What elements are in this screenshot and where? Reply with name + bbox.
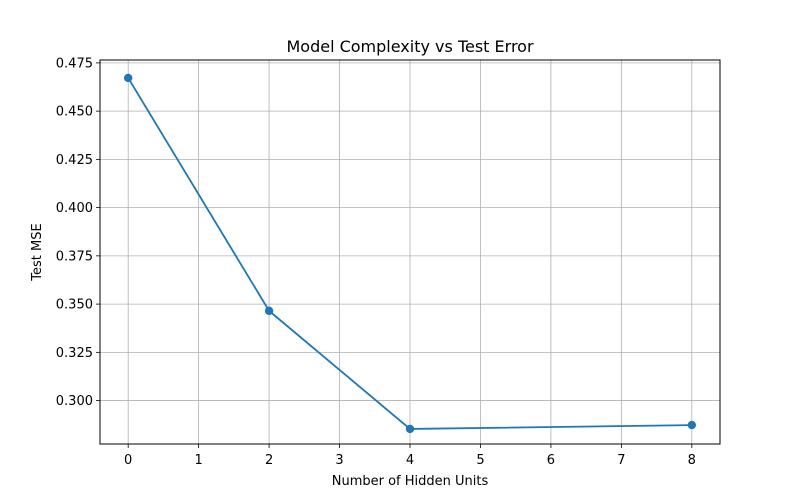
series-line [127, 77, 692, 430]
x-tick-label: 8 [688, 453, 696, 468]
chart-title: Model Complexity vs Test Error [286, 37, 533, 56]
y-axis-label: Test MSE [30, 223, 45, 281]
data-point [264, 306, 274, 316]
x-tick-label: 7 [617, 453, 625, 468]
data-point [405, 424, 415, 434]
y-tick-label: 0.400 [56, 201, 93, 216]
x-tick-label: 4 [406, 453, 414, 468]
y-tick-label: 0.425 [56, 153, 93, 168]
series-layer [123, 73, 697, 434]
y-tick-label: 0.325 [56, 346, 93, 361]
data-point [123, 73, 133, 83]
data-point [687, 420, 697, 430]
x-tick-label: 1 [194, 453, 202, 468]
y-tick-label: 0.450 [56, 105, 93, 120]
y-tick-label: 0.475 [56, 56, 93, 71]
x-tick-label: 0 [124, 453, 132, 468]
grid [100, 60, 720, 444]
x-tick-label: 2 [265, 453, 273, 468]
ticks: 0 1 2 3 4 5 6 7 8 0.300 0.325 0.350 0.375 0.400 0.425 0… [56, 56, 696, 468]
x-tick-label: 6 [547, 453, 555, 468]
x-tick-label: 5 [476, 453, 484, 468]
y-tick-label: 0.300 [56, 394, 93, 409]
x-tick-label: 3 [335, 453, 343, 468]
y-tick-label: 0.350 [56, 298, 93, 313]
y-tick-label: 0.375 [56, 249, 93, 264]
x-axis-label: Number of Hidden Units [332, 474, 489, 489]
